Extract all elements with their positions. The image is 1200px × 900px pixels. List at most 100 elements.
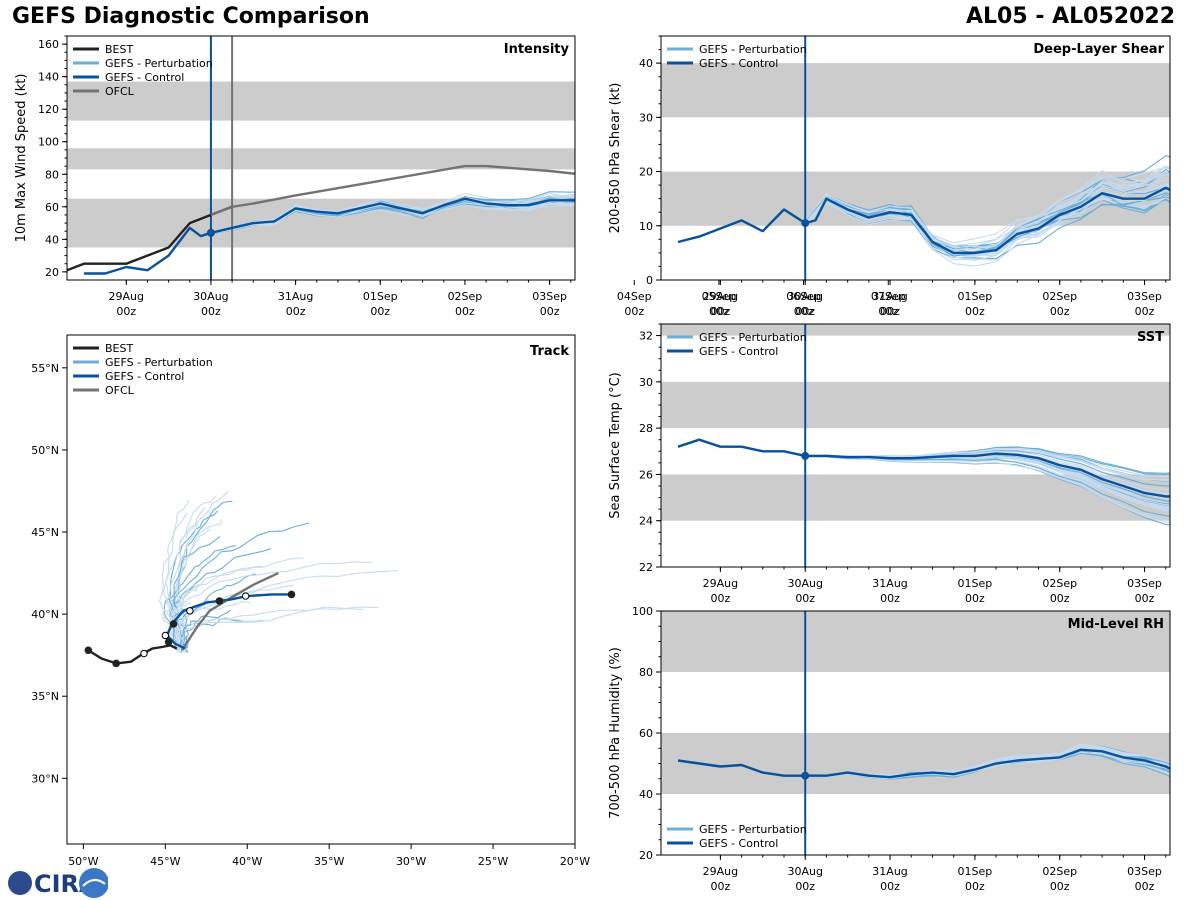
y-tick-label: 30 [639, 376, 653, 389]
y-tick-label: 20 [639, 166, 653, 179]
legend-label: GEFS - Control [105, 71, 184, 84]
x-tick-label: 30Aug [787, 865, 822, 878]
legend-label: BEST [105, 342, 133, 355]
y-tick-label: 32 [639, 330, 653, 343]
track-open-marker [161, 631, 170, 640]
y-tick-label: 100 [38, 136, 59, 149]
x-tick-label: 29Aug [703, 865, 738, 878]
track-perturbation-line [163, 618, 264, 651]
x-tick-label: 00z [710, 880, 730, 893]
shear-band [661, 63, 1170, 118]
y-tick-label: 26 [639, 468, 653, 481]
rh-perturbation-line [805, 748, 1170, 777]
track-marker [169, 620, 178, 628]
intensity-series-gefs-control [83, 197, 575, 275]
legend-label: GEFS - Perturbation [105, 57, 213, 70]
y-tick-label: 140 [38, 71, 59, 84]
track-perturbation-line [171, 586, 198, 654]
x-tick-label: 00z [1135, 305, 1155, 318]
y-tick-label: 55°N [31, 362, 59, 375]
track-perturbation-line [166, 606, 379, 650]
x-tick-label: 03Sep [532, 290, 567, 303]
legend-label: GEFS - Control [699, 57, 778, 70]
x-tick-label: 00z [370, 305, 390, 318]
x-tick-label: 00z [880, 592, 900, 605]
track-marker [164, 638, 173, 646]
shear-series-gefs-control [677, 186, 1170, 255]
shear-ylabel: 200-850 hPa Shear (kt) [608, 83, 623, 234]
shear-perturbation-line [804, 183, 1170, 255]
track-perturbation-line [173, 528, 211, 647]
x-tick-label: 01Sep [363, 290, 398, 303]
y-tick-label: 10 [639, 220, 653, 233]
x-tick-label: 01Sep [958, 577, 993, 590]
x-tick-label: 00z [880, 305, 900, 318]
y-tick-label: 40 [45, 233, 59, 246]
rh-ylabel: 700-500 hPa Humidity (%) [608, 647, 623, 819]
y-tick-label: 28 [639, 422, 653, 435]
storm-id: AL05 - AL052022 [966, 4, 1175, 29]
x-tick-label: 05Sep [702, 290, 737, 303]
x-tick-label: 00z [878, 305, 898, 318]
intensity-series-best [67, 205, 233, 272]
y-tick-label: 30 [639, 111, 653, 124]
track-perturbation-line [159, 513, 189, 652]
x-tick-label: 30°W [396, 855, 426, 868]
legend-label: GEFS - Control [105, 370, 184, 383]
x-tick-label: 00z [794, 305, 814, 318]
intensity-band [67, 81, 575, 121]
legend-label: GEFS - Perturbation [699, 823, 807, 836]
y-tick-label: 20 [639, 849, 653, 862]
track-perturbation-line [162, 495, 217, 653]
x-tick-label: 01Sep [958, 865, 993, 878]
x-tick-label: 50°W [68, 855, 98, 868]
track-open-marker [241, 592, 250, 600]
x-tick-label: 31Aug [278, 290, 313, 303]
shear-title: Deep-Layer Shear [1033, 42, 1164, 57]
sst-series-gefs-control [677, 438, 1170, 498]
track-marker [84, 646, 93, 655]
sst-frame [660, 323, 1171, 568]
y-tick-label: 20 [45, 266, 59, 279]
legend-label: GEFS - Perturbation [699, 43, 807, 56]
x-tick-label: 00z [455, 305, 475, 318]
shear-perturbation-line [804, 184, 1170, 257]
intensity-perturbation-line [210, 196, 575, 233]
intensity-series-ofcl [210, 164, 575, 217]
rh-plot-area [661, 611, 1170, 855]
x-tick-label: 30Aug [787, 290, 822, 303]
x-tick-label: 00z [201, 305, 221, 318]
x-tick-label: 04Sep [617, 290, 652, 303]
y-tick-label: 45°N [31, 526, 59, 539]
x-tick-label: 07Sep [871, 290, 906, 303]
x-tick-label: 29Aug [703, 577, 738, 590]
y-tick-label: 80 [639, 666, 653, 679]
intensity-panel: 2040608010012014016029Aug00z30Aug00z31Au… [14, 35, 906, 318]
cira-logo: CIRA [8, 868, 108, 898]
track-marker [112, 659, 120, 668]
x-tick-label: 00z [880, 880, 900, 893]
y-tick-label: 80 [45, 168, 59, 181]
sst-perturbation-line [805, 455, 1170, 524]
intensity-init-marker [206, 228, 215, 237]
legend-label: GEFS - Control [699, 837, 778, 850]
y-tick-label: 22 [639, 561, 653, 574]
x-tick-label: 01Sep [958, 290, 993, 303]
x-tick-label: 00z [1135, 880, 1155, 893]
partner-logo-icon [79, 868, 108, 898]
y-tick-label: 40 [639, 788, 653, 801]
sst-ylabel: Sea Surface Temp (°C) [608, 372, 623, 519]
track-series-ofcl [180, 572, 279, 651]
intensity-band [67, 148, 575, 170]
intensity-title: Intensity [504, 42, 570, 57]
x-tick-label: 00z [624, 305, 644, 318]
track-title: Track [530, 344, 569, 359]
legend-label: OFCL [105, 85, 135, 98]
y-tick-label: 24 [639, 515, 653, 528]
rh-band [661, 611, 1170, 672]
x-tick-label: 45°W [150, 855, 180, 868]
rh-title: Mid-Level RH [1068, 617, 1164, 632]
intensity-ylabel: 10m Max Wind Speed (kt) [14, 74, 29, 243]
x-tick-label: 00z [795, 880, 815, 893]
x-tick-label: 00z [965, 305, 985, 318]
